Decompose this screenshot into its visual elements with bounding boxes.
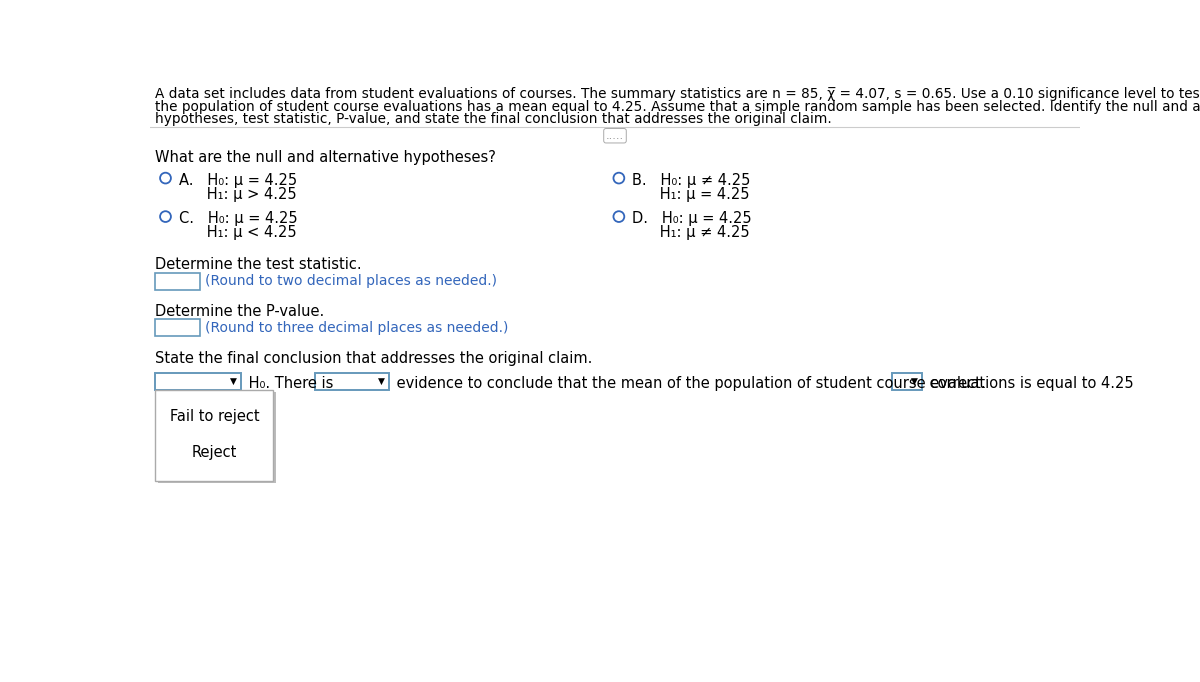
Text: H₁: μ ≠ 4.25: H₁: μ ≠ 4.25 [632, 225, 750, 240]
FancyBboxPatch shape [316, 373, 389, 390]
Text: Determine the test statistic.: Determine the test statistic. [156, 257, 362, 272]
FancyBboxPatch shape [157, 392, 276, 483]
Text: H₁: μ = 4.25: H₁: μ = 4.25 [632, 187, 750, 202]
Text: H₁: μ > 4.25: H₁: μ > 4.25 [179, 187, 296, 202]
Text: ▼: ▼ [378, 377, 384, 386]
Text: evidence to conclude that the mean of the population of student course evaluatio: evidence to conclude that the mean of th… [391, 376, 1134, 391]
Text: Determine the P-value.: Determine the P-value. [156, 303, 325, 318]
Text: D.   H₀: μ = 4.25: D. H₀: μ = 4.25 [632, 211, 751, 226]
Text: H₁: μ < 4.25: H₁: μ < 4.25 [179, 225, 296, 240]
Text: B.   H₀: μ ≠ 4.25: B. H₀: μ ≠ 4.25 [632, 173, 750, 188]
Text: Fail to reject: Fail to reject [169, 409, 259, 424]
Text: ▼: ▼ [911, 377, 918, 386]
FancyBboxPatch shape [156, 390, 274, 481]
Text: State the final conclusion that addresses the original claim.: State the final conclusion that addresse… [156, 351, 593, 366]
Text: Reject: Reject [192, 445, 238, 460]
Text: A.   H₀: μ = 4.25: A. H₀: μ = 4.25 [179, 173, 296, 188]
FancyBboxPatch shape [156, 273, 200, 290]
Text: What are the null and alternative hypotheses?: What are the null and alternative hypoth… [156, 149, 497, 164]
Text: H₀. There is: H₀. There is [244, 376, 334, 391]
Text: ▼: ▼ [229, 377, 236, 386]
Text: the population of student course evaluations has a mean equal to 4.25. Assume th: the population of student course evaluat… [156, 100, 1200, 113]
Text: hypotheses, test statistic, P-value, and state the final conclusion that address: hypotheses, test statistic, P-value, and… [156, 112, 832, 126]
FancyBboxPatch shape [156, 319, 200, 336]
Text: correct.: correct. [925, 376, 985, 391]
FancyBboxPatch shape [156, 373, 241, 390]
Text: .....: ..... [606, 131, 624, 140]
Text: (Round to three decimal places as needed.): (Round to three decimal places as needed… [205, 321, 509, 335]
FancyBboxPatch shape [893, 373, 922, 390]
Text: C.   H₀: μ = 4.25: C. H₀: μ = 4.25 [179, 211, 298, 226]
Text: A data set includes data from student evaluations of courses. The summary statis: A data set includes data from student ev… [156, 87, 1200, 101]
Text: (Round to two decimal places as needed.): (Round to two decimal places as needed.) [205, 274, 497, 288]
